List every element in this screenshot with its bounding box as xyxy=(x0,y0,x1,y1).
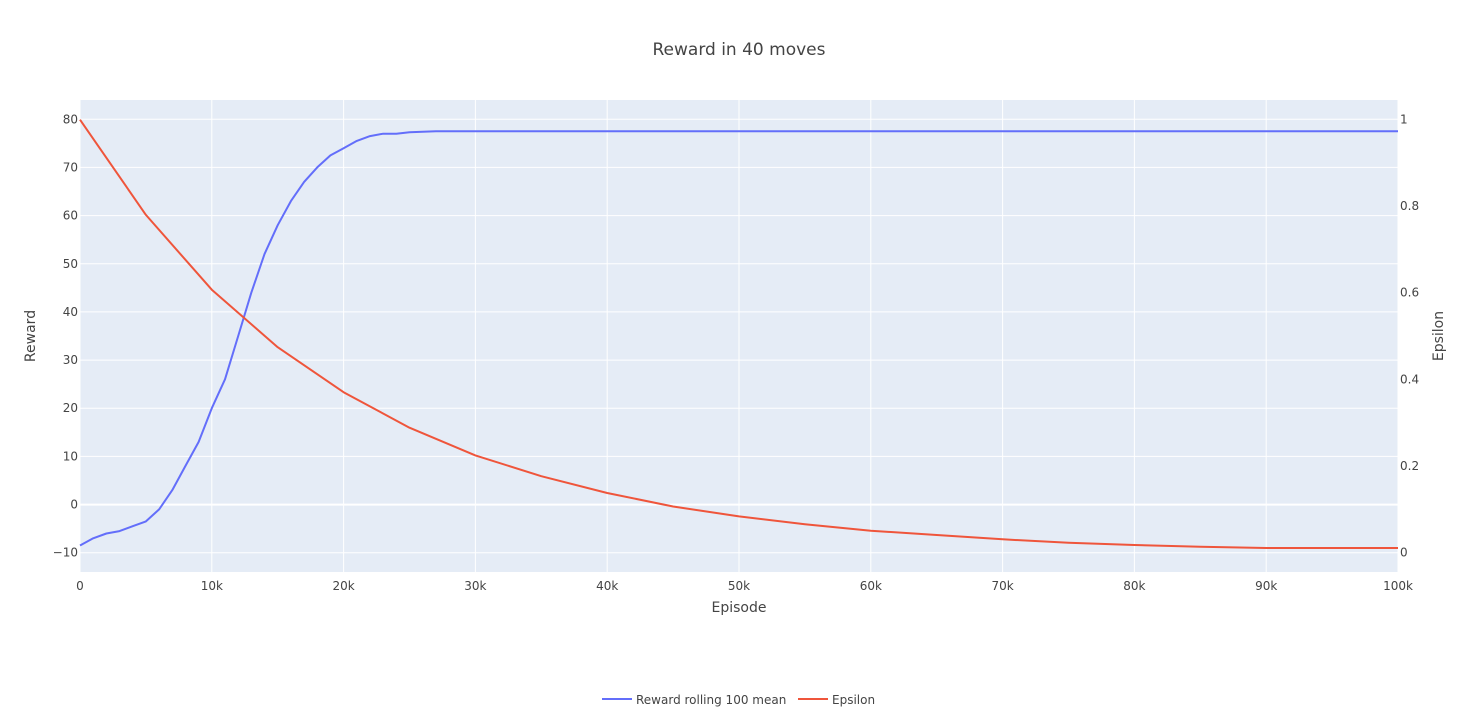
legend-item-reward[interactable]: Reward rolling 100 mean xyxy=(602,693,786,707)
y-tick-label: 0 xyxy=(70,498,78,512)
x-axis-ticks: 0 10k 20k 30k 40k 50k 60k 70k 80k 90k 100k xyxy=(76,579,1413,593)
legend-label-epsilon: Epsilon xyxy=(832,693,875,707)
legend[interactable]: Reward rolling 100 mean Epsilon xyxy=(602,693,875,707)
y-tick-label: −10 xyxy=(53,546,78,560)
y2-axis-title: Epsilon xyxy=(1431,311,1447,361)
x-tick-label: 100k xyxy=(1383,579,1413,593)
y-axis-title: Reward xyxy=(23,310,39,362)
y2-tick-label: 0.2 xyxy=(1400,459,1419,473)
y-tick-label: 50 xyxy=(63,257,78,271)
y2-tick-label: 0.8 xyxy=(1400,199,1419,213)
y2-tick-label: 0 xyxy=(1400,545,1408,559)
x-gridlines xyxy=(79,100,1399,572)
legend-label-reward: Reward rolling 100 mean xyxy=(636,693,786,707)
x-tick-label: 80k xyxy=(1123,579,1145,593)
series-layer xyxy=(79,119,1398,549)
y-tick-label: 80 xyxy=(63,112,78,126)
y-tick-label: 10 xyxy=(63,449,78,463)
x-tick-label: 90k xyxy=(1255,579,1277,593)
x-tick-label: 20k xyxy=(332,579,354,593)
series-line-1 xyxy=(79,119,1398,549)
y-tick-label: 40 xyxy=(63,305,78,319)
x-tick-label: 10k xyxy=(201,579,223,593)
x-axis-title: Episode xyxy=(712,600,767,616)
y2-tick-label: 0.6 xyxy=(1400,286,1419,300)
chart-title: Reward in 40 moves xyxy=(653,40,826,60)
series-line-0 xyxy=(79,130,1398,547)
y2-tick-label: 0.4 xyxy=(1400,372,1419,386)
y2-axis-ticks: 0 0.2 0.4 0.6 0.8 1 xyxy=(1400,113,1419,560)
y-tick-label: 60 xyxy=(63,209,78,223)
y-tick-label: 30 xyxy=(63,353,78,367)
y2-tick-label: 1 xyxy=(1400,113,1408,127)
x-tick-label: 50k xyxy=(728,579,750,593)
x-tick-label: 0 xyxy=(76,579,84,593)
y-axis-ticks: −10 0 10 20 30 40 50 60 70 80 xyxy=(53,112,78,559)
x-tick-label: 30k xyxy=(464,579,486,593)
y-gridlines xyxy=(80,118,1398,554)
y-tick-label: 70 xyxy=(63,160,78,174)
x-tick-label: 60k xyxy=(860,579,882,593)
legend-item-epsilon[interactable]: Epsilon xyxy=(798,693,875,707)
x-tick-label: 70k xyxy=(991,579,1013,593)
x-tick-label: 40k xyxy=(596,579,618,593)
y-tick-label: 20 xyxy=(63,401,78,415)
